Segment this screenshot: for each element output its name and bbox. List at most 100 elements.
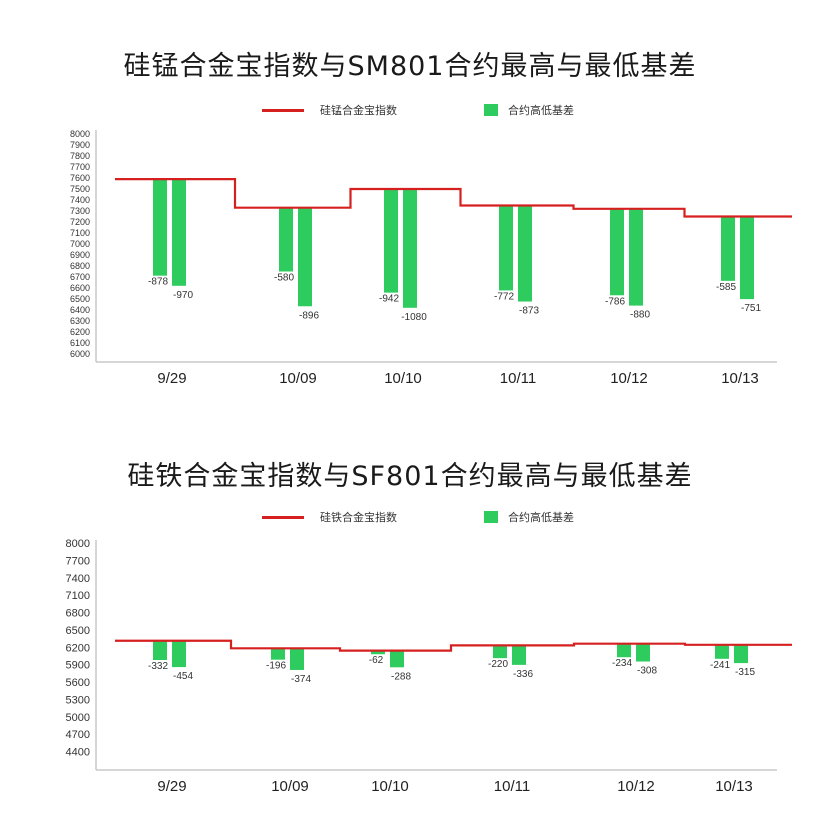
data-label: -585: [716, 282, 736, 293]
y-tick-label: 6700: [70, 272, 90, 282]
y-tick-label: 5300: [66, 694, 90, 706]
data-label: -772: [494, 291, 514, 302]
x-tick-label: 10/09: [279, 370, 317, 387]
legend-bar-label: 合约高低基差: [508, 104, 574, 117]
chart-panel-ferrosilicon: 4400 4700 5000 5300 5600 5900 6200 6500 6800 7100…: [0, 410, 820, 830]
bar: [298, 207, 312, 307]
y-tick-label: 6200: [70, 327, 90, 337]
bar: [403, 189, 417, 308]
y-tick-label: 7100: [66, 590, 90, 602]
data-label: -970: [173, 290, 193, 301]
chart-legend: 硅铁合金宝指数 合约高低基差: [0, 507, 820, 527]
data-label: -62: [369, 655, 384, 666]
data-label: -336: [513, 669, 533, 680]
bar: [384, 189, 398, 293]
x-tick-label: 10/12: [610, 370, 648, 387]
bar: [172, 179, 186, 286]
data-label: -878: [148, 277, 168, 288]
bar: [493, 645, 507, 659]
y-tick-label: 5900: [66, 660, 90, 672]
legend-line-marker: [262, 109, 304, 112]
bar: [734, 644, 748, 664]
legend-bar-swatch: [484, 104, 498, 116]
y-tick-label: 6300: [70, 316, 90, 326]
y-tick-label: 8000: [66, 538, 90, 550]
data-label: -308: [637, 666, 657, 677]
y-tick-label: 8000: [70, 129, 90, 139]
x-tick-label: 10/12: [617, 778, 655, 795]
data-label: -288: [391, 671, 411, 682]
data-label: -786: [605, 296, 625, 307]
legend-line-label: 硅铁合金宝指数: [320, 511, 397, 524]
bar: [636, 643, 650, 662]
index-line: [115, 639, 792, 652]
bar: [390, 650, 404, 668]
data-label: -234: [612, 658, 632, 669]
chart-plot-area: 6000610062006300640065006600670068006900…: [70, 129, 792, 387]
data-label: -942: [379, 294, 399, 305]
data-label: -580: [274, 273, 294, 284]
y-tick-label: 6800: [70, 261, 90, 271]
bar: [153, 179, 167, 276]
data-label: -241: [710, 660, 730, 671]
y-tick-label: 7900: [70, 140, 90, 150]
data-label: -1080: [401, 312, 427, 323]
y-tick-label: 7700: [66, 555, 90, 567]
bar: [629, 208, 643, 306]
bar: [721, 216, 735, 281]
bar: [518, 205, 532, 302]
data-label: -454: [173, 671, 193, 682]
x-tick-label: 9/29: [157, 778, 186, 795]
y-tick-label: 6500: [70, 294, 90, 304]
x-tick-label: 10/10: [371, 778, 409, 795]
y-tick-label: 7000: [70, 239, 90, 249]
y-tick-label: 7600: [70, 173, 90, 183]
data-label: -196: [266, 661, 286, 672]
data-label: -880: [630, 310, 650, 321]
y-tick-label: 7400: [70, 195, 90, 205]
data-label: -332: [148, 661, 168, 672]
y-tick-label: 6100: [70, 338, 90, 348]
data-label: -896: [299, 310, 319, 321]
index-line: [115, 178, 792, 218]
bar: [512, 645, 526, 665]
y-tick-label: 7300: [70, 206, 90, 216]
y-tick-label: 6200: [66, 642, 90, 654]
x-tick-label: 10/10: [384, 370, 422, 387]
bar: [290, 648, 304, 670]
x-tick-label: 9/29: [157, 370, 186, 387]
x-tick-label: 10/13: [715, 778, 753, 795]
bar: [279, 207, 293, 272]
bar: [371, 650, 385, 655]
bar: [617, 643, 631, 658]
chart-panel-silicomanganese: 6000 6100 6200 6300 6400 6500 6600 6700 6800 6900…: [0, 0, 820, 400]
chart-plot-area: 4400 4700 5000 5300 5600 5900 6200 6500 6800 7100…: [66, 538, 792, 795]
y-tick-label: 7500: [70, 184, 90, 194]
x-tick-label: 10/11: [500, 370, 536, 387]
bar: [271, 648, 285, 660]
data-label: -751: [741, 303, 761, 314]
bar: [172, 640, 186, 668]
bar: [610, 208, 624, 296]
y-tick-label: 6400: [70, 305, 90, 315]
y-tick-label: 6800: [66, 608, 90, 620]
y-tick-label: 7700: [70, 162, 90, 172]
data-label: -220: [488, 659, 508, 670]
chart-title: 硅锰合金宝指数与SM801合约最高与最低基差: [123, 51, 697, 82]
y-tick-label: 7200: [70, 217, 90, 227]
data-label: -374: [291, 674, 311, 685]
x-tick-label: 10/13: [721, 370, 759, 387]
y-tick-label: 6900: [70, 250, 90, 260]
y-tick-label: 5000: [66, 712, 90, 724]
y-tick-label: 6600: [70, 283, 90, 293]
chart-title: 硅铁合金宝指数与SF801合约最高与最低基差: [127, 461, 693, 492]
x-tick-label: 10/09: [271, 778, 309, 795]
x-tick-label: 10/11: [494, 778, 530, 795]
bar: [499, 205, 513, 291]
legend-line-label: 硅锰合金宝指数: [320, 104, 397, 117]
legend-bar-label: 合约高低基差: [508, 511, 574, 524]
y-tick-label: 6000: [70, 349, 90, 359]
legend-line-marker: [262, 516, 304, 519]
data-label: -315: [735, 667, 755, 678]
y-tick-label: 7800: [70, 151, 90, 161]
